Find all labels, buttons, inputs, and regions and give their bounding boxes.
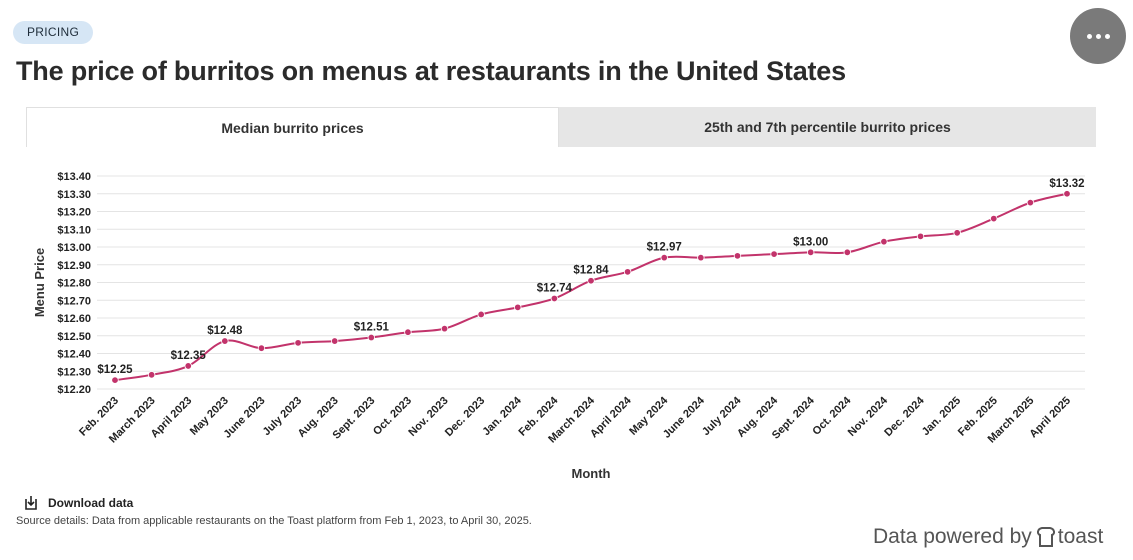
data-point: [1026, 198, 1035, 207]
download-icon: [25, 496, 37, 510]
data-point: [806, 248, 815, 257]
data-point: [550, 294, 559, 303]
data-label: $12.35: [171, 350, 207, 362]
y-tick-label: $13.40: [57, 171, 91, 183]
data-point: [953, 229, 961, 237]
y-tick-label: $12.80: [57, 278, 91, 290]
x-axis-title: Month: [572, 466, 611, 481]
y-tick-label: $12.20: [57, 384, 91, 396]
data-point: [733, 252, 742, 260]
x-tick-label: Dec. 2024: [882, 394, 927, 439]
line-chart: $12.20 $12.30 $12.40 $12.50 $12.60 $12.70 $12.…: [32, 171, 1085, 481]
y-tick-label: $12.60: [57, 313, 91, 325]
x-tick-label: April 2024: [588, 394, 634, 440]
y-axis-ticks: $12.20 $12.30 $12.40 $12.50 $12.60 $12.70 $12.…: [57, 171, 91, 396]
source-details: Source details: Data from applicable res…: [16, 515, 532, 527]
data-point: [404, 328, 412, 336]
data-point: [843, 248, 852, 257]
data-point: [257, 344, 266, 352]
data-label: $12.25: [97, 364, 133, 376]
y-tick-label: $12.40: [57, 349, 91, 361]
toast-brand-text: toast: [1057, 525, 1104, 548]
y-tick-label: $13.10: [57, 224, 91, 236]
y-axis-title: Menu Price: [32, 248, 47, 317]
data-point: [184, 362, 192, 370]
data-point: [221, 337, 229, 345]
y-tick-label: $12.50: [57, 331, 91, 343]
more-options-button[interactable]: [1070, 8, 1126, 64]
x-tick-label: Dec. 2023: [443, 395, 487, 439]
data-labels: $12.25 $12.35 $12.48 $12.51 $12.74$12.84 $12.…: [97, 178, 1084, 376]
data-point: [147, 371, 156, 379]
chart-tabs: Median burrito prices 25th and 7th perce…: [26, 107, 1096, 147]
data-label: $13.32: [1049, 178, 1084, 190]
data-point: [990, 214, 998, 223]
tab-median-prices[interactable]: Median burrito prices: [26, 107, 559, 147]
data-label: $13.00: [793, 236, 828, 248]
ellipsis-icon: [1086, 33, 1110, 39]
data-point: [514, 303, 522, 312]
data-points: [111, 190, 1071, 384]
y-tick-label: $13.20: [57, 207, 91, 219]
data-point: [770, 250, 778, 258]
data-point: [367, 333, 376, 342]
toast-bread-icon: [1036, 527, 1055, 547]
data-point: [440, 324, 449, 333]
data-point: [111, 376, 119, 384]
y-tick-label: $13.30: [57, 189, 91, 201]
data-point: [1063, 190, 1071, 198]
median-price-line: [114, 192, 1068, 382]
data-point: [623, 268, 632, 276]
data-point: [294, 339, 302, 347]
data-point: [880, 237, 888, 246]
y-tick-label: $12.90: [57, 260, 91, 272]
powered-by-text: Data powered by: [873, 525, 1032, 548]
data-label: $12.48: [207, 325, 243, 337]
toast-logo: toast: [1036, 525, 1104, 549]
data-label: $12.97: [647, 242, 682, 254]
data-point: [916, 232, 925, 241]
download-data-label: Download data: [48, 496, 134, 510]
y-tick-label: $12.30: [57, 366, 91, 378]
powered-by: Data powered by toast: [873, 525, 1103, 549]
data-label: $12.74: [537, 282, 573, 294]
data-point: [587, 277, 595, 285]
data-point: [330, 337, 339, 345]
data-point: [660, 253, 668, 262]
gridlines: [97, 175, 1085, 390]
category-badge: PRICING: [13, 21, 94, 44]
data-label: $12.51: [354, 322, 390, 334]
data-label: $12.84: [573, 265, 609, 277]
data-point: [697, 253, 705, 262]
y-tick-label: $13.00: [57, 242, 91, 254]
download-data-button[interactable]: Download data: [24, 495, 133, 511]
y-tick-label: $12.70: [57, 295, 91, 307]
page-title: The price of burritos on menus at restau…: [16, 56, 846, 86]
data-point: [477, 310, 485, 319]
tab-percentile-prices[interactable]: 25th and 7th percentile burrito prices: [704, 119, 951, 135]
